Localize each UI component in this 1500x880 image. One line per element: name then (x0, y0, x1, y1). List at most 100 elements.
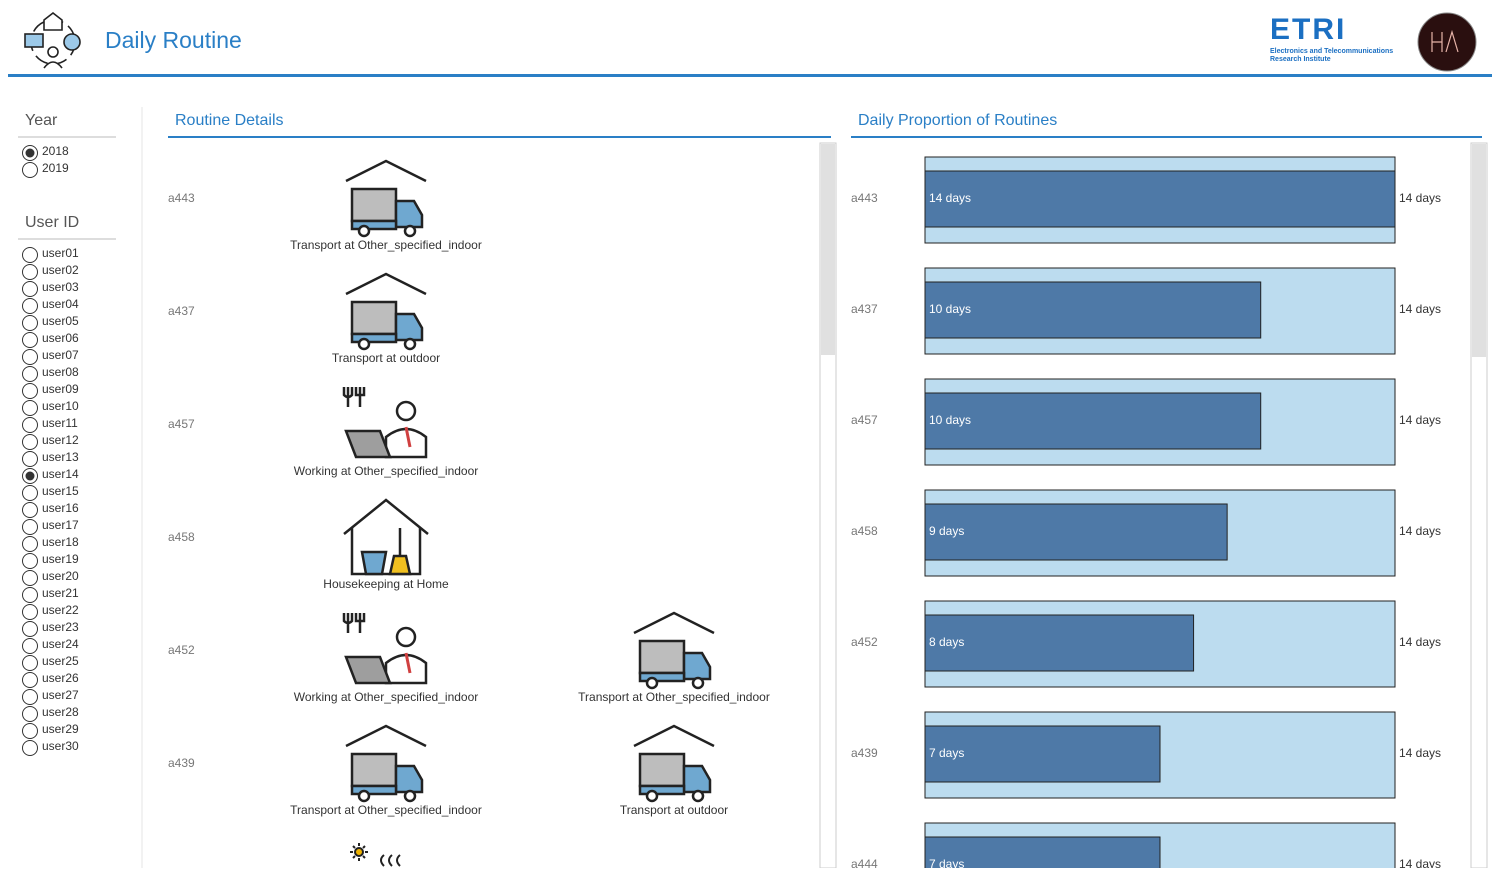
radio[interactable] (22, 451, 38, 467)
radio-label: user27 (42, 688, 79, 702)
radio-label: user26 (42, 671, 79, 685)
icon-part (388, 528, 412, 576)
icon-part (345, 159, 427, 183)
activity-icon (350, 843, 401, 867)
icon-part (345, 724, 427, 748)
icon-part (350, 752, 398, 788)
radio-label: user28 (42, 705, 79, 719)
icon-part (403, 337, 417, 351)
icon-part (638, 671, 686, 683)
radio[interactable] (22, 383, 38, 399)
total-label: 14 days (1399, 635, 1441, 649)
radio[interactable] (22, 621, 38, 637)
icon-part (682, 764, 712, 794)
radio[interactable] (22, 587, 38, 603)
radio-label: user07 (42, 348, 79, 362)
category-label: a444 (851, 857, 878, 871)
total-label: 14 days (1399, 857, 1441, 871)
icon-part (645, 676, 659, 690)
scroll-thumb[interactable] (1472, 144, 1486, 357)
value-label: 7 days (929, 746, 964, 760)
radio[interactable] (22, 723, 38, 739)
total-label: 14 days (1399, 746, 1441, 760)
radio[interactable] (22, 706, 38, 722)
value-label: 8 days (929, 635, 964, 649)
radio[interactable] (22, 536, 38, 552)
radio[interactable] (22, 247, 38, 263)
radio-label: user30 (42, 739, 79, 753)
radio[interactable] (22, 349, 38, 365)
radio[interactable] (22, 400, 38, 416)
icon-part (384, 427, 428, 459)
radio[interactable] (22, 281, 38, 297)
radio[interactable] (22, 332, 38, 348)
logo-subtitle: Research Institute (1270, 56, 1331, 63)
icon-part (384, 653, 428, 685)
radio[interactable] (22, 570, 38, 586)
radio-label: user15 (42, 484, 79, 498)
radio[interactable] (22, 485, 38, 501)
radio[interactable] (22, 434, 38, 450)
icon-part (394, 199, 424, 229)
header-rule (8, 74, 1492, 77)
value-label: 10 days (929, 413, 971, 427)
icon-part (357, 789, 371, 803)
total-label: 14 days (1399, 191, 1441, 205)
radio-label: user08 (42, 365, 79, 379)
radio-label: user22 (42, 603, 79, 617)
radio-dot (25, 471, 35, 481)
icon-part (633, 611, 715, 635)
radio[interactable] (22, 315, 38, 331)
radio[interactable] (22, 298, 38, 314)
icon-part (394, 764, 424, 794)
radio[interactable] (22, 162, 38, 178)
activity-icon (345, 272, 427, 351)
icon-part (357, 224, 371, 238)
icon-part (344, 429, 392, 459)
radio[interactable] (22, 519, 38, 535)
icon-part (403, 789, 417, 803)
category-label: a443 (851, 191, 878, 205)
activity-icon (342, 613, 428, 685)
radio[interactable] (22, 689, 38, 705)
panel-title: Routine Details (175, 112, 284, 129)
icon-part (350, 784, 398, 796)
radio[interactable] (22, 655, 38, 671)
radio-label: 2019 (42, 161, 69, 175)
radio-label: user24 (42, 637, 79, 651)
radio[interactable] (22, 740, 38, 756)
scroll-thumb[interactable] (821, 144, 835, 355)
activity-icon (633, 611, 715, 690)
value-bar (924, 614, 1195, 672)
radio[interactable] (22, 553, 38, 569)
radio[interactable] (22, 502, 38, 518)
radio-label: user01 (42, 246, 79, 260)
radio[interactable] (22, 638, 38, 654)
icon-part (345, 272, 427, 296)
radio[interactable] (22, 264, 38, 280)
radio-label: user19 (42, 552, 79, 566)
radio-label: user06 (42, 331, 79, 345)
icon-part (357, 337, 371, 351)
value-bar (924, 281, 1262, 339)
icon-part (343, 498, 429, 535)
icon-part (638, 639, 686, 675)
icon-part (682, 651, 712, 681)
icon-part (350, 332, 398, 344)
radio[interactable] (22, 417, 38, 433)
activity-label: Transport at outdoor (332, 351, 440, 365)
routine-code: a443 (168, 191, 195, 205)
activity-icon (633, 724, 715, 803)
radio[interactable] (22, 672, 38, 688)
value-bar (924, 170, 1396, 228)
activity-label: Working at Other_specified_indoor (294, 690, 479, 704)
icon-part (350, 300, 398, 336)
icon-part (360, 550, 388, 576)
radio[interactable] (22, 604, 38, 620)
activity-icon (345, 159, 427, 238)
icon-part (344, 655, 392, 685)
radio[interactable] (22, 366, 38, 382)
icon-part (350, 527, 422, 576)
radio-label: user16 (42, 501, 79, 515)
app-icon (24, 11, 81, 69)
